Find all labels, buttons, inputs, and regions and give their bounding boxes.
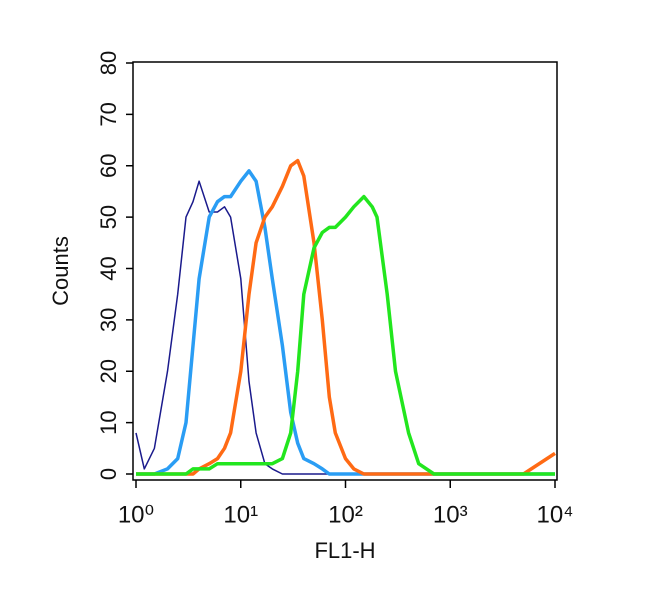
y-axis-title: Counts [48, 236, 73, 306]
x-tick-label: 10⁴ [536, 501, 573, 528]
y-tick-label: 70 [96, 102, 121, 126]
y-tick-label: 30 [96, 308, 121, 332]
x-tick-label: 10⁰ [118, 501, 154, 528]
histogram-line [136, 158, 556, 476]
x-tick-label: 10¹ [223, 501, 258, 528]
y-tick-label: 50 [96, 205, 121, 229]
y-tick-label: 80 [96, 51, 121, 75]
x-axis-title: FL1-H [314, 538, 375, 563]
y-tick-label: 60 [96, 154, 121, 178]
y-tick-label: 20 [96, 359, 121, 383]
y-tick-label: 10 [96, 410, 121, 434]
x-tick-label: 10³ [433, 501, 468, 528]
y-tick-label: 40 [96, 256, 121, 280]
x-tick-label: 10² [328, 501, 363, 528]
histogram-line [136, 194, 555, 476]
plot-frame [132, 61, 558, 481]
histogram-line [135, 180, 555, 475]
y-tick-label: 0 [96, 468, 121, 480]
